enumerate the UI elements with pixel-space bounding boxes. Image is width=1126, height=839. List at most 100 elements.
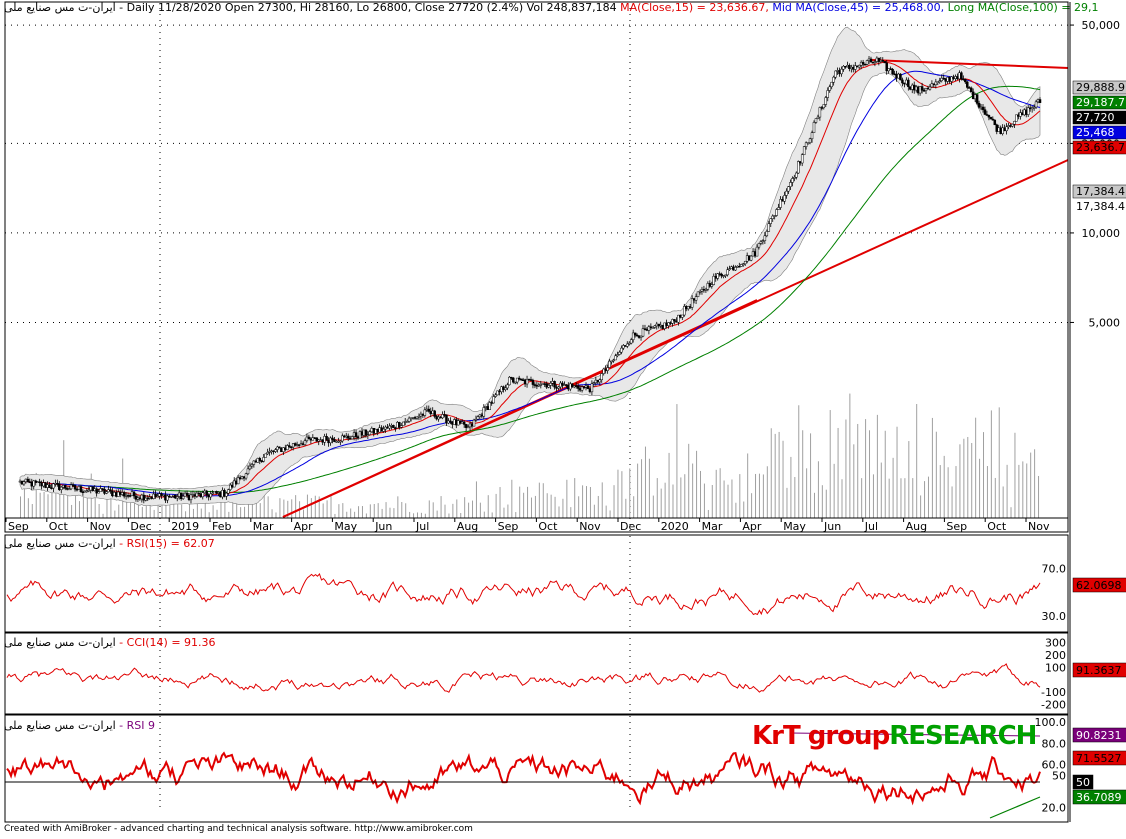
candle-body xyxy=(993,119,997,126)
candle-body xyxy=(158,493,161,497)
candle-body xyxy=(614,355,617,361)
cci14-axis-label: 200 xyxy=(1045,649,1066,662)
candle-body xyxy=(596,379,600,383)
candle-body xyxy=(561,382,564,386)
candle-body xyxy=(262,457,265,462)
rsi9-label-box xyxy=(1072,750,1126,766)
candle-body xyxy=(138,497,142,500)
volume-bar xyxy=(515,512,517,518)
candle-body xyxy=(258,458,262,461)
candle-body xyxy=(468,423,472,428)
volume-bar xyxy=(676,404,678,518)
volume-bar xyxy=(204,501,206,518)
candle-body xyxy=(521,379,525,381)
candle-body xyxy=(1015,114,1018,122)
candle-body xyxy=(305,436,309,441)
volume-bar xyxy=(935,431,937,518)
candle-body xyxy=(543,383,546,385)
candle-body xyxy=(484,406,488,408)
candle-body xyxy=(384,426,387,430)
rsi9-label-text: 36.7089 xyxy=(1076,791,1122,804)
candle-body xyxy=(506,384,509,389)
candle-body xyxy=(850,67,853,69)
x-axis-label-2020: 2020 xyxy=(661,520,689,533)
volume-bar xyxy=(106,483,108,518)
candle-body xyxy=(539,384,543,386)
candle-body xyxy=(555,386,558,389)
volume-bar xyxy=(401,502,403,518)
candle-body xyxy=(964,79,967,83)
volume-bar xyxy=(389,507,391,518)
candle-body xyxy=(523,379,527,385)
volume-bar xyxy=(833,463,835,518)
candle-body xyxy=(354,432,358,438)
candle-body xyxy=(537,384,541,387)
candle-body xyxy=(405,421,409,423)
volume-bar xyxy=(696,450,698,518)
candle-body xyxy=(26,478,30,483)
volume-bar xyxy=(951,486,953,518)
candle-body xyxy=(631,332,635,340)
volume-bar xyxy=(397,496,399,518)
volume-bar xyxy=(283,499,285,518)
candle-body xyxy=(248,465,252,470)
price-label-box xyxy=(1072,140,1126,155)
volume-bar xyxy=(641,459,643,518)
candle-body xyxy=(578,388,582,391)
volume-bar xyxy=(994,477,996,518)
candle-body xyxy=(814,118,818,123)
candle-body xyxy=(335,440,338,443)
volume-bar xyxy=(448,513,450,518)
rsi15-value-label-text: 62.0698 xyxy=(1076,579,1122,592)
candle-body xyxy=(828,86,831,91)
candle-body xyxy=(795,172,798,178)
volume-bar xyxy=(236,498,238,518)
candle-body xyxy=(132,491,136,497)
volume-bar xyxy=(707,509,709,518)
candle-body xyxy=(722,275,725,277)
volume-bar xyxy=(420,512,422,518)
volume-bar xyxy=(900,478,902,518)
volume-bar xyxy=(82,489,84,518)
x-axis-label-jul: Jul xyxy=(864,520,878,533)
candle-body xyxy=(250,464,254,467)
candle-body xyxy=(421,413,425,416)
candle-body xyxy=(749,255,753,261)
cci14-symbol: ایران-ت مس صنایع ملی xyxy=(4,636,116,649)
candle-body xyxy=(433,410,436,417)
candle-body xyxy=(779,199,782,208)
candle-body xyxy=(439,416,442,419)
volume-bar xyxy=(758,473,760,518)
candle-body xyxy=(441,414,444,419)
candle-body xyxy=(645,329,649,331)
candle-body xyxy=(140,494,144,500)
candle-body xyxy=(647,326,651,331)
candle-body xyxy=(183,492,187,497)
volume-bar xyxy=(660,488,662,518)
candle-body xyxy=(887,68,890,72)
candle-body xyxy=(30,481,34,487)
candle-body xyxy=(317,439,320,442)
candle-body xyxy=(624,345,627,347)
candle-body xyxy=(789,182,792,187)
rsi15-value-label-box xyxy=(1072,577,1126,593)
candle-body xyxy=(510,376,513,379)
volume-bar xyxy=(802,430,804,518)
volume-bar xyxy=(318,496,320,518)
volume-bar xyxy=(983,432,985,518)
rsi9-axis-label: 100.0 xyxy=(1035,716,1067,729)
candle-body xyxy=(608,360,611,368)
volume-bar xyxy=(483,511,485,518)
candle-body xyxy=(490,402,493,404)
volume-bar xyxy=(637,463,639,518)
candle-body xyxy=(303,440,307,445)
candle-body xyxy=(89,486,93,491)
candle-body xyxy=(810,132,814,140)
candle-body xyxy=(331,437,334,440)
candle-body xyxy=(997,127,1000,132)
candle-body xyxy=(944,78,947,82)
candle-body xyxy=(771,215,774,219)
volume-bar xyxy=(475,481,477,518)
candle-body xyxy=(280,447,283,452)
candle-body xyxy=(584,385,588,388)
